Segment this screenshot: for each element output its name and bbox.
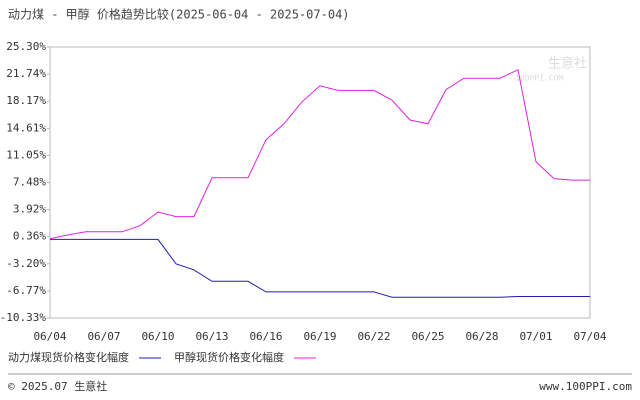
watermark: 100PPI.COM: [515, 74, 563, 83]
x-tick-label: 06/28: [465, 330, 498, 343]
y-tick-label: -10.33%: [0, 311, 46, 324]
legend-label: 甲醇现货价格变化幅度: [174, 350, 284, 364]
x-tick-label: 07/04: [573, 330, 606, 343]
x-tick-label: 06/22: [357, 330, 390, 343]
legend-label: 动力煤现货价格变化幅度: [8, 350, 129, 364]
y-tick-label: 25.30%: [6, 40, 46, 53]
y-tick-label: 14.61%: [6, 121, 46, 134]
footer-left: © 2025.07 生意社: [8, 379, 107, 393]
chart-title: 动力煤 - 甲醇 价格趋势比较(2025-06-04 - 2025-07-04): [8, 7, 350, 22]
y-tick-label: 0.36%: [13, 230, 46, 243]
series-line: [50, 238, 590, 298]
y-tick-label: 7.48%: [13, 176, 46, 189]
footer-right: www.100PPI.com: [539, 380, 632, 393]
plot-border: [49, 46, 591, 319]
x-tick-label: 06/10: [141, 330, 174, 343]
x-tick-label: 07/01: [519, 330, 552, 343]
x-tick-label: 06/16: [249, 330, 282, 343]
y-tick-label: -3.20%: [6, 257, 46, 270]
x-tick-label: 06/13: [195, 330, 228, 343]
y-tick-label: 18.17%: [6, 94, 46, 107]
x-tick-label: 06/04: [33, 330, 66, 343]
y-tick-label: -6.77%: [6, 284, 46, 297]
y-tick-label: 3.92%: [13, 203, 46, 216]
series-line: [49, 69, 590, 240]
watermark: 生意社: [548, 56, 587, 72]
y-tick-label: 21.74%: [6, 67, 46, 80]
y-tick-label: 11.05%: [6, 148, 46, 161]
x-tick-label: 06/19: [303, 330, 336, 343]
x-tick-label: 06/07: [87, 330, 120, 343]
x-tick-label: 06/25: [411, 330, 444, 343]
